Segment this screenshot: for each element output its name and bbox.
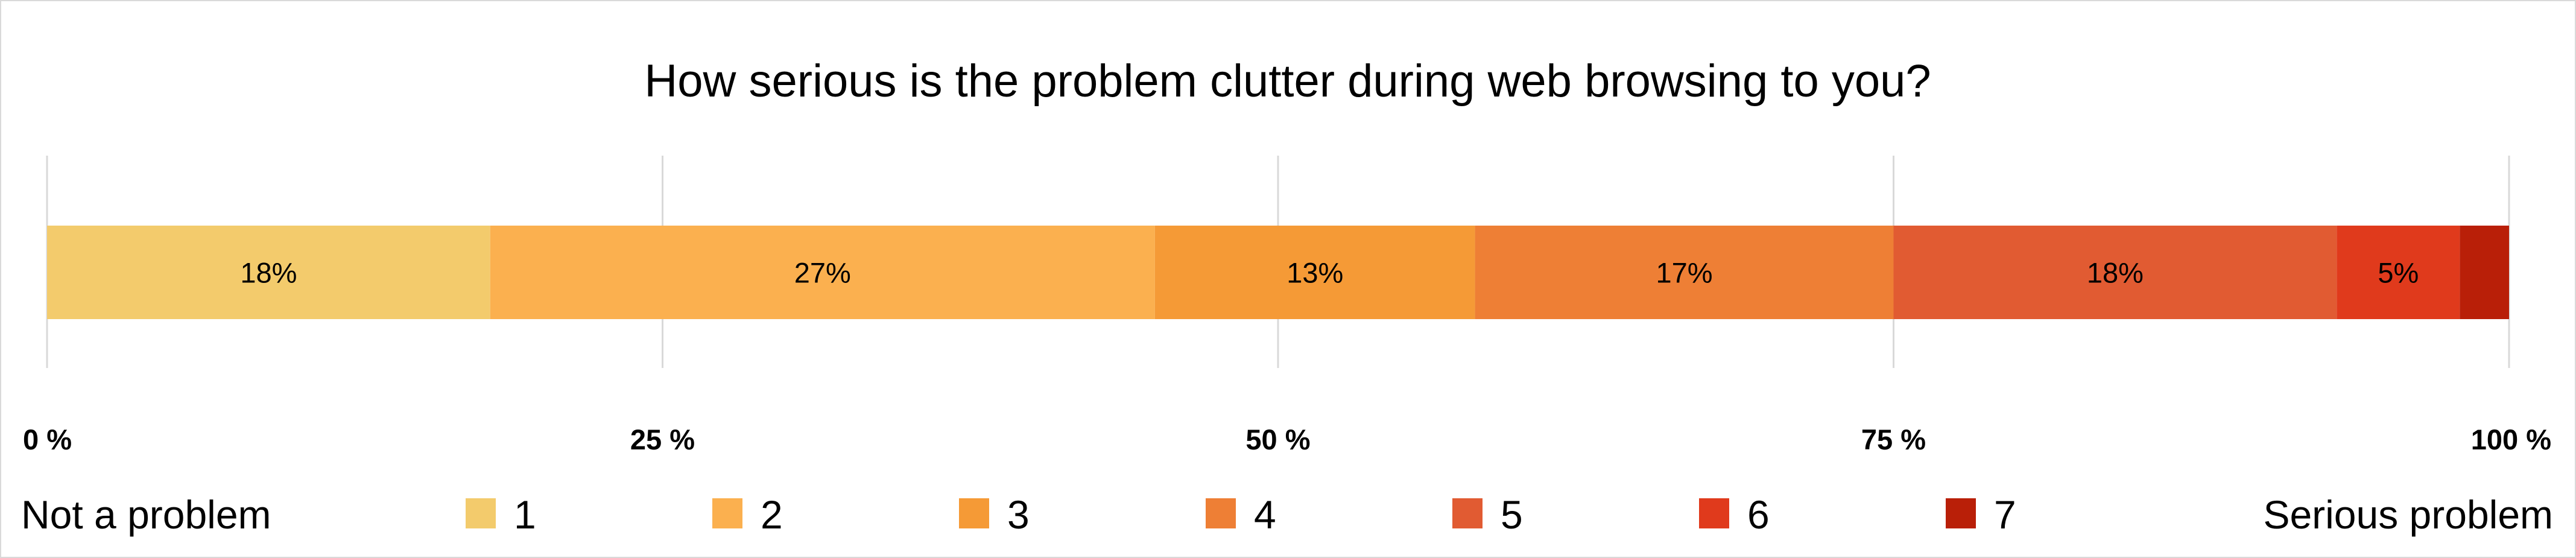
legend-swatch-6 — [1699, 498, 1729, 528]
data-labels: 18% 27% 13% 17% 18% 5% — [240, 257, 2419, 289]
data-label-3: 13% — [1286, 257, 1343, 289]
bar-segment-5 — [1893, 226, 2337, 319]
legend-swatch-1 — [466, 498, 496, 528]
x-tick-label: 100 % — [2471, 423, 2551, 455]
bar-segment-1 — [47, 226, 490, 319]
bar-segment-4 — [1475, 226, 1894, 319]
chart-title: How serious is the problem clutter durin… — [644, 55, 1931, 107]
stacked-bar — [47, 226, 2509, 319]
x-tick-label: 25 % — [630, 423, 695, 455]
legend-left-label: Not a problem — [21, 492, 271, 537]
x-tick-label: 0 % — [23, 423, 72, 455]
legend-label-2: 2 — [761, 492, 783, 537]
legend-swatch-3 — [959, 498, 989, 528]
x-tick-label: 75 % — [1861, 423, 1926, 455]
bar-segment-7 — [2460, 226, 2509, 319]
legend: Not a problem Serious problem 1 2 3 4 5 6 7 — [21, 492, 2553, 537]
bar-segment-6 — [2337, 226, 2460, 319]
bar-segment-2 — [490, 226, 1155, 319]
data-label-6: 5% — [2378, 257, 2419, 289]
data-label-2: 27% — [794, 257, 851, 289]
legend-label-7: 7 — [1994, 492, 2016, 537]
legend-label-3: 3 — [1007, 492, 1030, 537]
legend-label-5: 5 — [1501, 492, 1523, 537]
legend-swatch-4 — [1206, 498, 1236, 528]
legend-right-label: Serious problem — [2263, 492, 2553, 537]
legend-label-6: 6 — [1747, 492, 1770, 537]
legend-label-4: 4 — [1254, 492, 1276, 537]
x-axis-ticks: 0 % 25 % 50 % 75 % 100 % — [23, 423, 2551, 455]
legend-swatch-2 — [712, 498, 742, 528]
data-label-1: 18% — [240, 257, 297, 289]
data-label-4: 17% — [1656, 257, 1712, 289]
bar-segment-3 — [1154, 226, 1475, 319]
x-tick-label: 50 % — [1245, 423, 1310, 455]
legend-swatch-5 — [1452, 498, 1483, 528]
legend-label-1: 1 — [514, 492, 536, 537]
legend-swatch-7 — [1946, 498, 1976, 528]
data-label-5: 18% — [2087, 257, 2144, 289]
